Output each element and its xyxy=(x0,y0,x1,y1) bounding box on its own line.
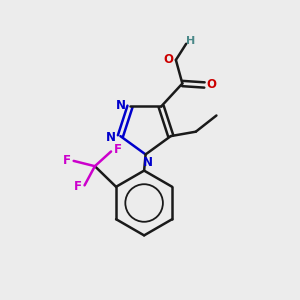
Text: F: F xyxy=(113,143,122,157)
Text: F: F xyxy=(63,154,71,167)
Text: N: N xyxy=(106,131,116,144)
Text: O: O xyxy=(206,79,216,92)
Text: F: F xyxy=(74,180,82,193)
Text: N: N xyxy=(116,98,126,112)
Text: H: H xyxy=(186,36,195,46)
Text: N: N xyxy=(143,156,153,169)
Text: O: O xyxy=(164,53,173,67)
